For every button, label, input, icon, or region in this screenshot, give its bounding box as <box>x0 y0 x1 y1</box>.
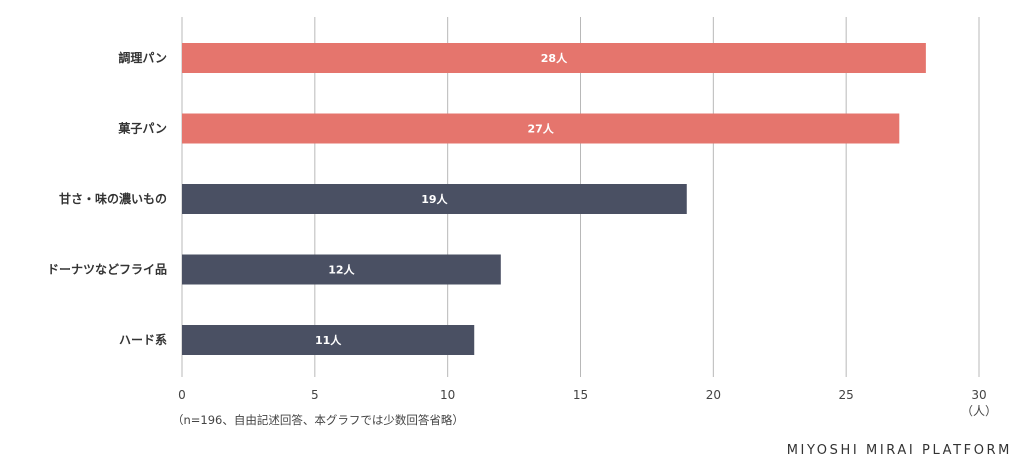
bar-value-label: 28人 <box>541 51 568 65</box>
x-tick-labels: 0 5 10 15 20 25 30 <box>178 388 986 402</box>
bar <box>182 113 900 144</box>
category-label: ハード系 <box>119 332 167 347</box>
bar-value-label: 12人 <box>328 263 355 277</box>
category-label: 菓子パン <box>117 121 167 136</box>
x-tick-label: 15 <box>573 388 588 402</box>
x-tick-label: 20 <box>706 388 721 402</box>
bar-value-label: 11人 <box>315 333 342 347</box>
bar-value-label: 19人 <box>421 192 448 206</box>
bar-value-label: 27人 <box>527 122 554 136</box>
x-unit-label: （人） <box>961 404 997 418</box>
category-label: 調理パン <box>118 50 167 65</box>
x-tick-label: 30 <box>971 388 986 402</box>
category-label: ドーナツなどフライ品 <box>47 263 167 277</box>
bar <box>182 254 501 285</box>
chart-footnote: （n=196、自由記述回答、本グラフでは少数回答省略） <box>172 413 464 427</box>
x-tick-label: 10 <box>440 388 455 402</box>
bar <box>182 184 687 214</box>
bar <box>182 325 475 355</box>
bar-series: 28人 27人 19人 12人 11人 <box>182 43 926 355</box>
x-tick-label: 25 <box>839 388 854 402</box>
x-tick-label: 0 <box>178 388 186 402</box>
bar <box>182 43 926 73</box>
brand-logo-text: MIYOSHI MIRAI PLATFORM <box>786 443 1012 458</box>
category-label: 甘さ・味の濃いもの <box>59 191 167 206</box>
x-tick-label: 5 <box>311 388 319 402</box>
